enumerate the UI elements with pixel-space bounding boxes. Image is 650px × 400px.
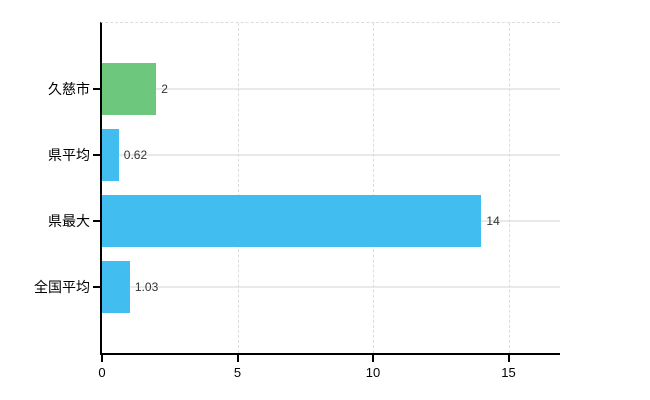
category-label: 全国平均 <box>34 279 90 295</box>
x-axis-tick-label: 10 <box>365 365 381 380</box>
category-label: 県平均 <box>48 147 90 163</box>
x-axis-tick <box>507 355 510 362</box>
bar-value-label: 2 <box>161 82 168 96</box>
bar-value-label: 14 <box>486 214 500 228</box>
plot-area: 0 5 10 15 久慈市 2 県平均 0.62 県最大 14 全国平均 1.03 <box>34 22 560 380</box>
bar-全国平均 <box>102 261 130 313</box>
category-label: 県最大 <box>48 213 90 229</box>
y-axis-tick <box>93 154 100 156</box>
x-gridline <box>373 23 374 353</box>
bar-県平均 <box>102 129 119 181</box>
category-gridline <box>102 154 560 156</box>
x-gridline <box>237 23 239 353</box>
x-gridline <box>508 23 510 353</box>
x-axis-tick-label: 5 <box>233 365 242 380</box>
bar-久慈市 <box>102 63 157 115</box>
x-axis-tick-label: 15 <box>501 365 516 380</box>
category-gridline <box>102 88 560 90</box>
y-axis-tick <box>93 286 100 288</box>
category-gridline <box>102 286 560 288</box>
bar-value-label: 0.62 <box>123 148 148 162</box>
x-axis-tick <box>236 355 239 362</box>
bar-value-label: 1.03 <box>134 280 159 294</box>
x-axis-tick <box>101 355 103 362</box>
y-axis-tick <box>93 88 100 90</box>
category-label: 久慈市 <box>48 81 90 97</box>
y-axis-tick <box>93 220 100 222</box>
bar-県最大 <box>102 195 482 247</box>
x-axis-tick-label: 0 <box>98 365 106 380</box>
x-axis-tick <box>372 355 374 362</box>
